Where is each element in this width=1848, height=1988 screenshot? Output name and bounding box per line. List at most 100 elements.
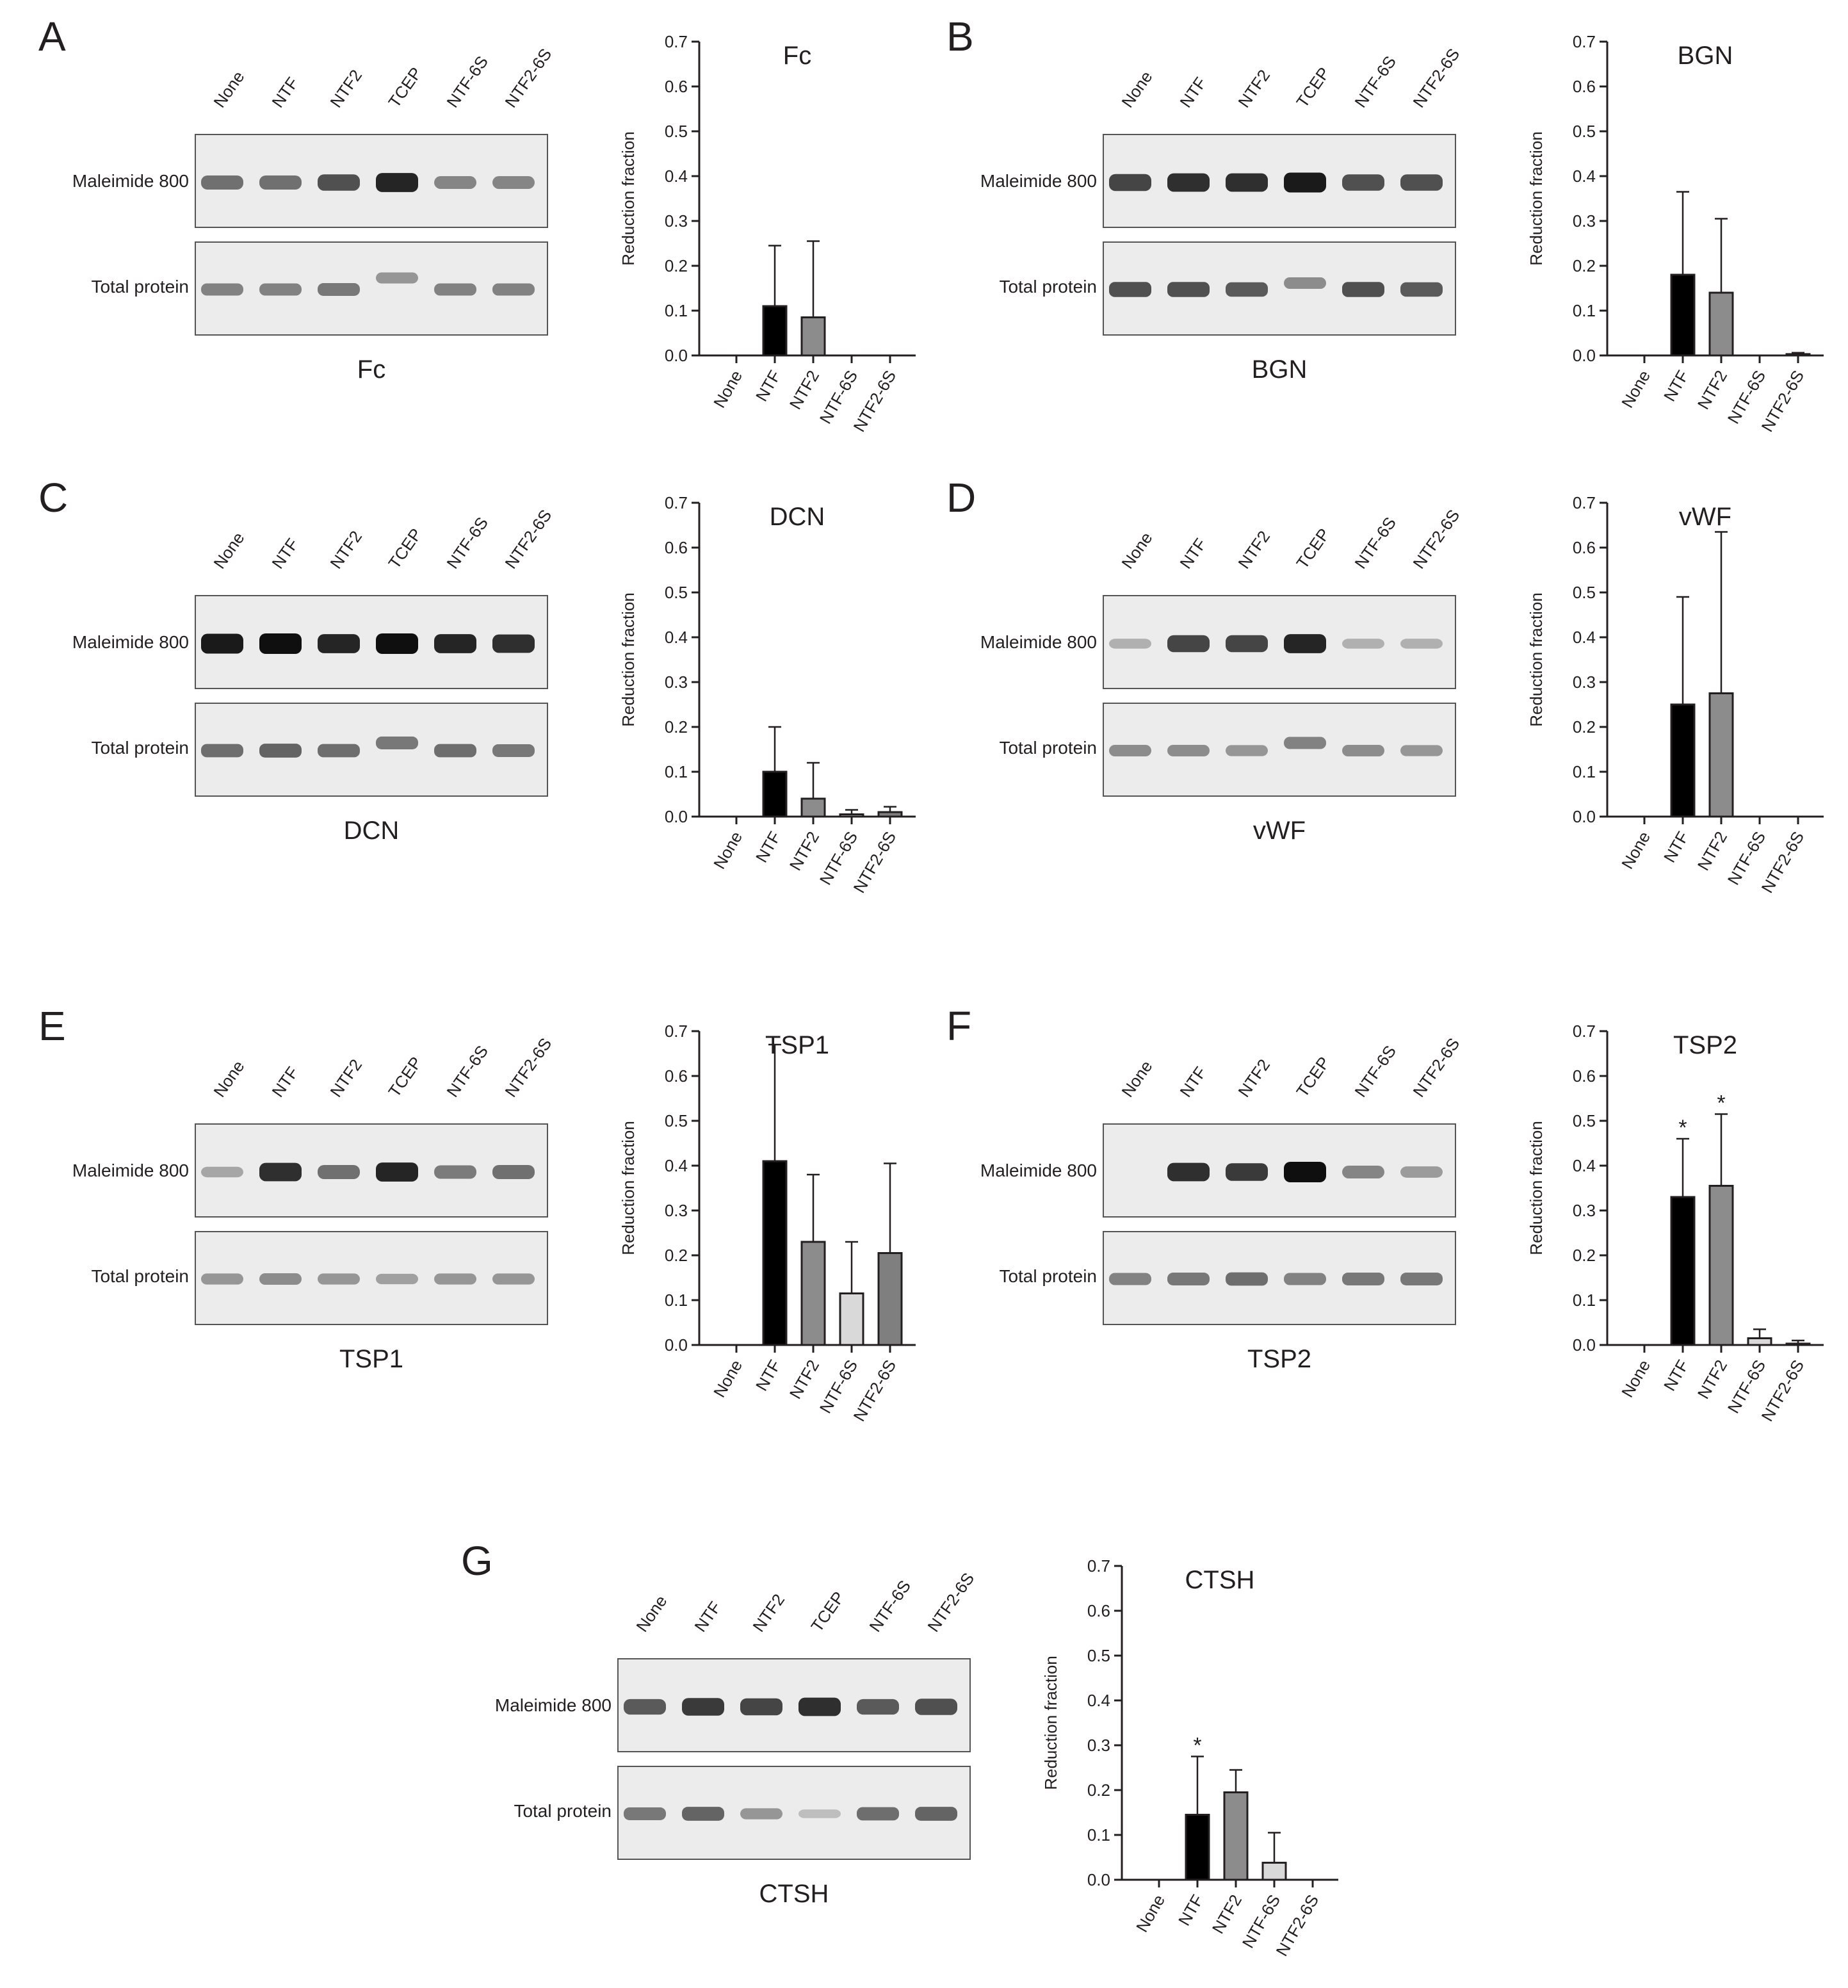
western-blot: None NTF NTF2 TCEP NTF-6S NTF2-6S Maleimide 80… (38, 13, 615, 410)
y-tick-label: 0.1 (665, 1291, 688, 1310)
row-label-total-protein: Total protein (91, 1266, 189, 1286)
lane-label: NTF (1176, 1063, 1210, 1101)
maleimide-band (1167, 635, 1210, 653)
y-tick-label: 0.7 (665, 32, 688, 51)
x-tick-label: None (709, 367, 746, 411)
y-tick-label: 0.5 (665, 1111, 688, 1130)
total-protein-blot-box (1103, 1231, 1456, 1325)
bar (839, 1292, 864, 1346)
panel-f: F None NTF NTF2 TCEP NTF-6S NTF2-6S Maleimide … (946, 1002, 1843, 1424)
y-tick-label: 0.2 (1573, 256, 1596, 275)
maleimide-band (1400, 174, 1443, 191)
blot-protein-name: TSP2 (1247, 1345, 1311, 1373)
total-protein-band (201, 744, 243, 758)
maleimide-band (1226, 173, 1268, 192)
maleimide-band (857, 1699, 899, 1715)
bar-chart: Reduction fraction BGN 0.0 0.1 0.2 0.3 0.4 0.5 0… (1510, 13, 1843, 435)
blot-svg: None NTF NTF2 TCEP NTF-6S NTF2-6S Maleimide 80… (980, 1034, 1464, 1373)
significance-marker: * (1717, 1091, 1725, 1116)
y-tick-label: 0.3 (665, 211, 688, 231)
total-protein-band (259, 744, 302, 758)
chart-title: vWF (1679, 503, 1731, 531)
blot-protein-name: vWF (1253, 817, 1306, 845)
total-protein-band (1400, 1273, 1443, 1285)
x-tick-label: NTF (1660, 367, 1692, 405)
total-protein-blot-box (617, 1766, 971, 1860)
lane-label: TCEP (384, 63, 425, 111)
total-protein-band (318, 283, 360, 296)
y-tick-label: 0.4 (1573, 167, 1596, 186)
x-tick-label: NTF2 (1208, 1891, 1245, 1937)
total-protein-blot-box (195, 1231, 548, 1325)
lane-label: None (209, 528, 248, 572)
y-tick-label: 0.6 (1573, 538, 1596, 557)
y-tick-label: 0.6 (665, 538, 688, 557)
y-tick-label: 0.7 (665, 1022, 688, 1041)
y-tick-label: 0.7 (1087, 1556, 1110, 1576)
maleimide-band (1284, 634, 1326, 653)
y-tick-label: 0.3 (1087, 1736, 1110, 1755)
total-protein-blot-box (1103, 241, 1456, 336)
lane-label: NTF2-6S (501, 1034, 555, 1101)
lane-label: NTF (268, 74, 302, 111)
blot-svg: None NTF NTF2 TCEP NTF-6S NTF2-6S Maleimide 80… (72, 45, 556, 384)
total-protein-band (492, 283, 535, 296)
row-label-maleimide: Maleimide 800 (72, 1161, 189, 1180)
y-tick-label: 0.5 (1573, 1111, 1596, 1130)
y-tick-label: 0.6 (665, 77, 688, 96)
total-protein-band (201, 283, 243, 296)
panel-e: E None NTF NTF2 TCEP NTF-6S NTF2-6S Maleimide … (38, 1002, 935, 1424)
lane-label: NTF2 (326, 527, 366, 572)
maleimide-band (492, 634, 535, 653)
lane-label: NTF-6S (1350, 1042, 1400, 1101)
lane-label: NTF-6S (1350, 514, 1400, 573)
maleimide-band (1284, 172, 1326, 193)
y-tick-label: 0.5 (665, 583, 688, 602)
y-tick-label: 0.7 (1573, 1022, 1596, 1041)
x-tick-label: None (1617, 828, 1654, 872)
x-tick-label: NTF2 (786, 828, 823, 874)
significance-marker: * (1193, 1734, 1201, 1758)
row-label-maleimide: Maleimide 800 (980, 632, 1097, 652)
bar (1261, 1861, 1287, 1881)
lane-label: NTF2 (326, 66, 366, 111)
y-tick-label: 0.0 (1573, 346, 1596, 365)
y-tick-label: 0.1 (1087, 1825, 1110, 1845)
total-protein-blot-box (195, 241, 548, 336)
bar (800, 1241, 826, 1346)
maleimide-band (1400, 639, 1443, 649)
x-tick-label: NTF (752, 367, 784, 405)
maleimide-blot-box (195, 1123, 548, 1218)
lane-label: NTF2-6S (1409, 506, 1463, 573)
row-label-total-protein: Total protein (999, 738, 1097, 758)
y-tick-label: 0.0 (1087, 1870, 1110, 1889)
western-blot: None NTF NTF2 TCEP NTF-6S NTF2-6S Maleimide 80… (38, 1002, 615, 1399)
lane-label: NTF2-6S (1409, 45, 1463, 111)
bar (1185, 1814, 1210, 1881)
panel-letter: D (946, 475, 977, 521)
blot-protein-name: CTSH (759, 1880, 829, 1908)
chart-title: Fc (783, 42, 811, 70)
panel-b: B None NTF NTF2 TCEP NTF-6S NTF2-6S Maleimide … (946, 13, 1843, 435)
bar (800, 797, 826, 818)
y-tick-label: 0.0 (1573, 1335, 1596, 1355)
x-tick-label: NTF2 (786, 1357, 823, 1402)
y-tick-label: 0.4 (1573, 628, 1596, 647)
y-tick-label: 0.1 (1573, 762, 1596, 781)
chart-svg: Reduction fractionTSP10.00.10.20.30.40.5… (619, 1022, 916, 1424)
x-tick-label: None (709, 828, 746, 872)
lane-label: None (1117, 1057, 1156, 1100)
western-blot: None NTF NTF2 TCEP NTF-6S NTF2-6S Maleimide 80… (38, 474, 615, 871)
total-protein-band (1284, 737, 1326, 749)
y-axis-label: Reduction fraction (619, 592, 638, 727)
bar (1223, 1791, 1249, 1881)
bar (762, 305, 788, 357)
maleimide-band (376, 173, 418, 192)
bar (762, 1160, 788, 1346)
maleimide-band (318, 174, 360, 191)
total-protein-band (1109, 1273, 1151, 1285)
bar-chart: Reduction fraction vWF 0.0 0.1 0.2 0.3 0.4 0.5 0… (1510, 474, 1843, 896)
y-tick-label: 0.0 (665, 346, 688, 365)
lane-label: None (209, 67, 248, 111)
lane-label: None (1117, 528, 1156, 572)
